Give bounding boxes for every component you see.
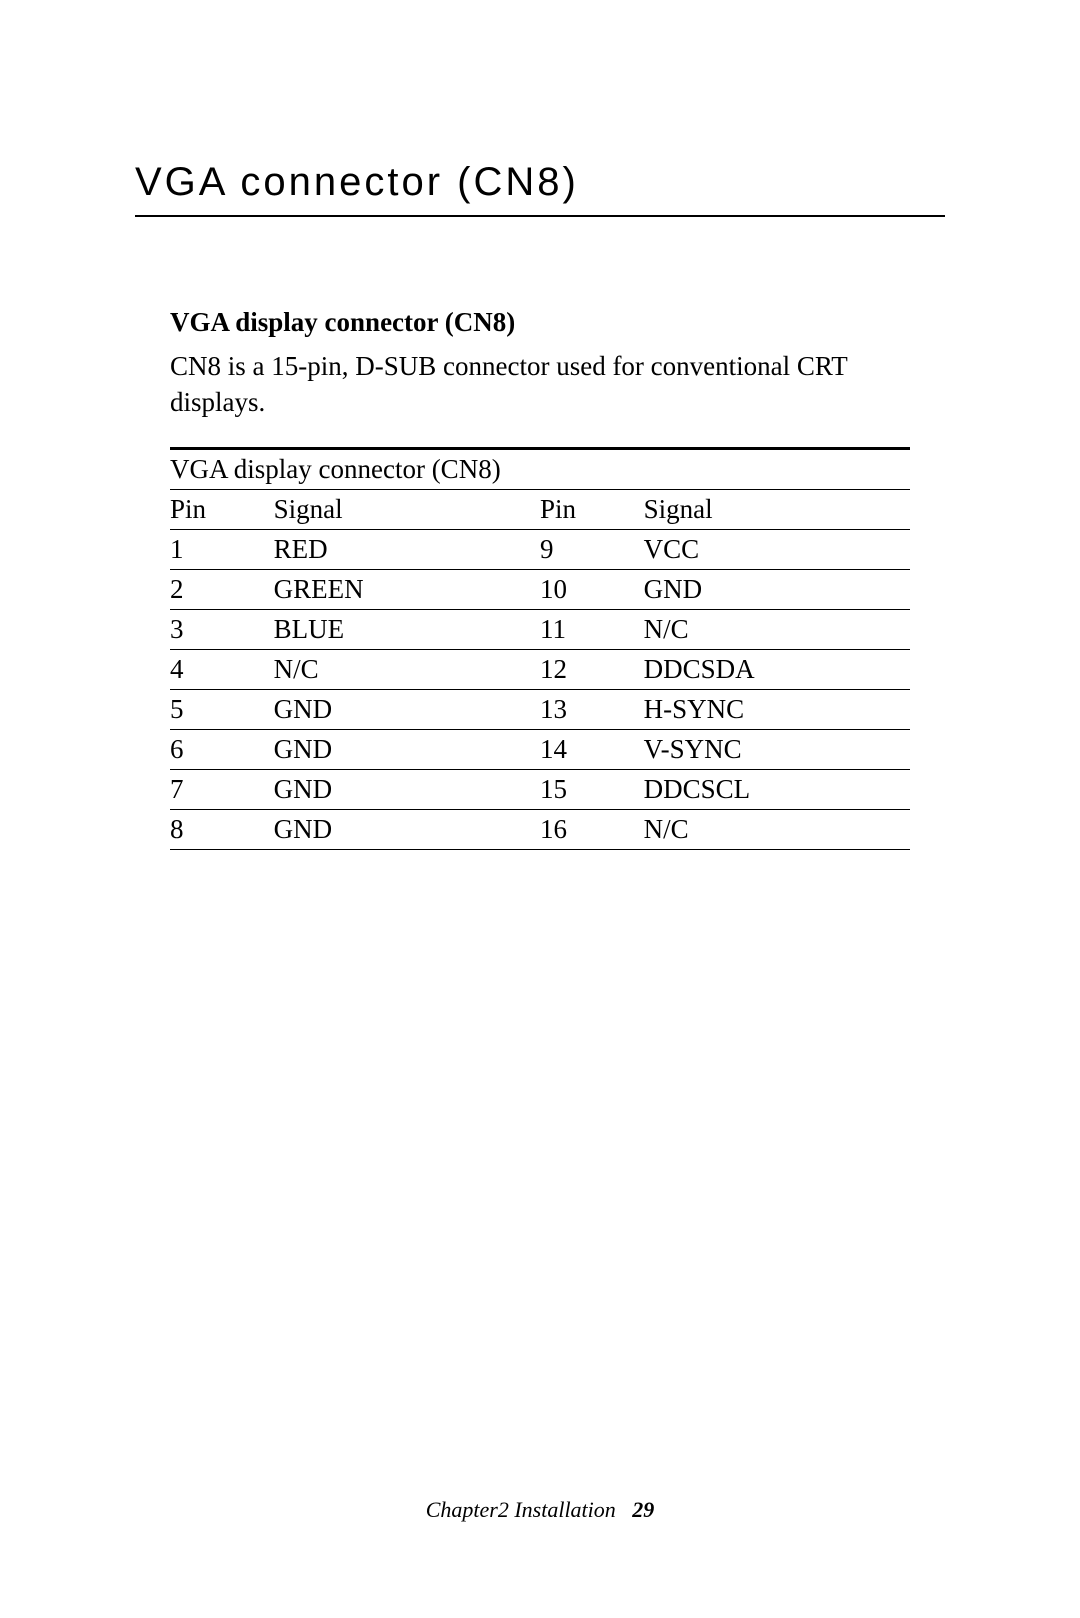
page-footer: Chapter2 Installation 29 <box>0 1497 1080 1523</box>
table-row: 6 GND 14 V-SYNC <box>170 729 910 769</box>
footer-page-number: 29 <box>632 1497 654 1522</box>
header-signal-left: Signal <box>274 489 540 529</box>
cell-signal: N/C <box>274 649 540 689</box>
body-block: VGA display connector (CN8) CN8 is a 15-… <box>135 307 945 850</box>
cell-signal: DDCSDA <box>644 649 910 689</box>
table-row: 8 GND 16 N/C <box>170 809 910 849</box>
table-header-row: Pin Signal Pin Signal <box>170 489 910 529</box>
cell-pin: 11 <box>540 609 644 649</box>
cell-signal: N/C <box>644 809 910 849</box>
cell-pin: 7 <box>170 769 274 809</box>
cell-signal: VCC <box>644 529 910 569</box>
cell-pin: 1 <box>170 529 274 569</box>
cell-signal: BLUE <box>274 609 540 649</box>
cell-pin: 4 <box>170 649 274 689</box>
table-row: 1 RED 9 VCC <box>170 529 910 569</box>
header-signal-right: Signal <box>644 489 910 529</box>
cell-pin: 2 <box>170 569 274 609</box>
table-caption-row: VGA display connector (CN8) <box>170 448 910 489</box>
cell-pin: 9 <box>540 529 644 569</box>
cell-signal: H-SYNC <box>644 689 910 729</box>
cell-signal: RED <box>274 529 540 569</box>
cell-signal: GND <box>274 809 540 849</box>
table-row: 4 N/C 12 DDCSDA <box>170 649 910 689</box>
pinout-table: VGA display connector (CN8) Pin Signal P… <box>170 447 910 850</box>
cell-pin: 14 <box>540 729 644 769</box>
cell-signal: GND <box>644 569 910 609</box>
table-row: 5 GND 13 H-SYNC <box>170 689 910 729</box>
document-page: VGA connector (CN8) VGA display connecto… <box>0 0 1080 1618</box>
table-row: 2 GREEN 10 GND <box>170 569 910 609</box>
page-title: VGA connector (CN8) <box>135 160 945 217</box>
cell-pin: 3 <box>170 609 274 649</box>
cell-pin: 8 <box>170 809 274 849</box>
cell-pin: 15 <box>540 769 644 809</box>
header-pin-right: Pin <box>540 489 644 529</box>
cell-signal: GND <box>274 689 540 729</box>
cell-pin: 12 <box>540 649 644 689</box>
cell-pin: 5 <box>170 689 274 729</box>
section-subtitle: VGA display connector (CN8) <box>170 307 910 338</box>
cell-signal: DDCSCL <box>644 769 910 809</box>
cell-pin: 16 <box>540 809 644 849</box>
cell-signal: GND <box>274 769 540 809</box>
cell-signal: GND <box>274 729 540 769</box>
table-row: 3 BLUE 11 N/C <box>170 609 910 649</box>
table-row: 7 GND 15 DDCSCL <box>170 769 910 809</box>
cell-pin: 10 <box>540 569 644 609</box>
cell-signal: V-SYNC <box>644 729 910 769</box>
footer-chapter: Chapter2 Installation <box>426 1497 616 1522</box>
header-pin-left: Pin <box>170 489 274 529</box>
cell-pin: 6 <box>170 729 274 769</box>
section-description: CN8 is a 15-pin, D-SUB connector used fo… <box>170 348 910 421</box>
cell-signal: GREEN <box>274 569 540 609</box>
cell-pin: 13 <box>540 689 644 729</box>
table-caption: VGA display connector (CN8) <box>170 448 910 489</box>
cell-signal: N/C <box>644 609 910 649</box>
